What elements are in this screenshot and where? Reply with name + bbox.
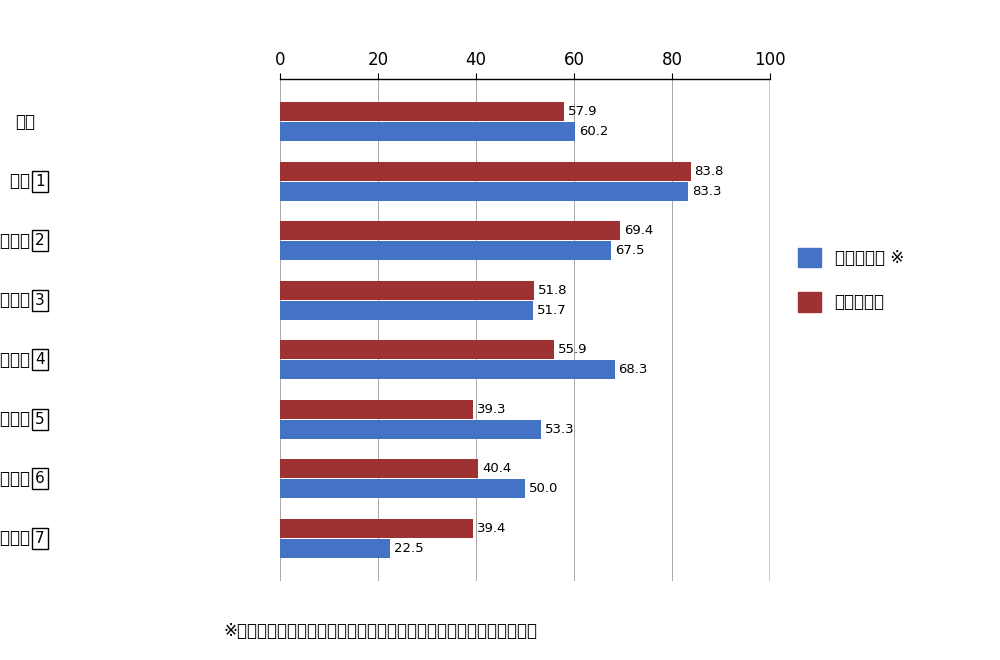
Bar xyxy=(280,242,611,260)
Text: 5: 5 xyxy=(35,412,45,427)
Text: 39.4: 39.4 xyxy=(477,522,506,535)
Text: 22.5: 22.5 xyxy=(394,542,424,555)
Text: 51.8: 51.8 xyxy=(538,284,567,296)
Text: 69.4: 69.4 xyxy=(624,224,653,237)
Text: データの活用: データの活用 xyxy=(0,350,35,369)
Text: 55.9: 55.9 xyxy=(558,343,587,356)
Text: 83.3: 83.3 xyxy=(692,185,722,198)
Text: 2: 2 xyxy=(35,233,45,248)
Bar xyxy=(280,400,473,418)
Bar xyxy=(280,221,620,240)
Text: 全体: 全体 xyxy=(15,113,35,131)
Bar xyxy=(280,519,473,538)
Text: 67.5: 67.5 xyxy=(615,244,644,257)
Bar xyxy=(280,301,533,320)
Bar xyxy=(280,162,691,181)
Text: 空間図形: 空間図形 xyxy=(0,529,35,547)
Text: 3: 3 xyxy=(35,293,45,308)
Bar xyxy=(280,479,525,498)
Bar xyxy=(280,340,554,359)
Text: 51.7: 51.7 xyxy=(537,304,567,317)
Text: 7: 7 xyxy=(35,531,45,546)
Bar xyxy=(280,182,688,201)
Text: 1: 1 xyxy=(35,174,45,189)
Text: 文字式の利用: 文字式の利用 xyxy=(0,470,35,488)
Text: 60.2: 60.2 xyxy=(579,125,608,138)
Bar xyxy=(280,420,541,439)
Bar xyxy=(280,122,575,141)
Text: 83.8: 83.8 xyxy=(695,164,724,178)
Text: 6: 6 xyxy=(35,471,45,486)
Text: ※想定正答率：過去に行われたテストデータから算出されたものです: ※想定正答率：過去に行われたテストデータから算出されたものです xyxy=(223,622,537,640)
Text: 39.3: 39.3 xyxy=(476,403,506,416)
Text: 40.4: 40.4 xyxy=(482,462,511,475)
Text: 68.3: 68.3 xyxy=(619,364,648,376)
Text: 53.3: 53.3 xyxy=(545,423,575,436)
Text: 50.0: 50.0 xyxy=(529,482,558,496)
Text: 4: 4 xyxy=(35,352,45,367)
Bar xyxy=(280,280,534,300)
Bar xyxy=(280,459,478,478)
Text: 比例のグラフと図形: 比例のグラフと図形 xyxy=(0,411,35,428)
Text: 小問集合: 小問集合 xyxy=(0,232,35,249)
Bar xyxy=(280,102,564,121)
Text: 計算: 計算 xyxy=(10,172,35,190)
Text: 57.9: 57.9 xyxy=(568,105,597,118)
Text: １次方程式の活用: １次方程式の活用 xyxy=(0,291,35,310)
Bar xyxy=(280,539,390,558)
Legend: 想定正答率 ※, 結果正答率: 想定正答率 ※, 結果正答率 xyxy=(798,248,904,312)
Bar xyxy=(280,360,615,379)
